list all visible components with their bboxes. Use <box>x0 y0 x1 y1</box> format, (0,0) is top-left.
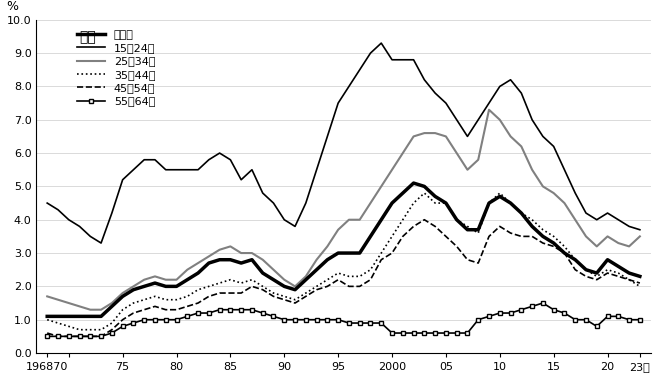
Legend: 年齢計, 15～24歳, 25～34歳, 35～44歳, 45～54歳, 55～64歳: 年齢計, 15～24歳, 25～34歳, 35～44歳, 45～54歳, 55～… <box>72 25 159 111</box>
Text: 女性: 女性 <box>80 30 96 44</box>
Y-axis label: %: % <box>6 0 18 13</box>
